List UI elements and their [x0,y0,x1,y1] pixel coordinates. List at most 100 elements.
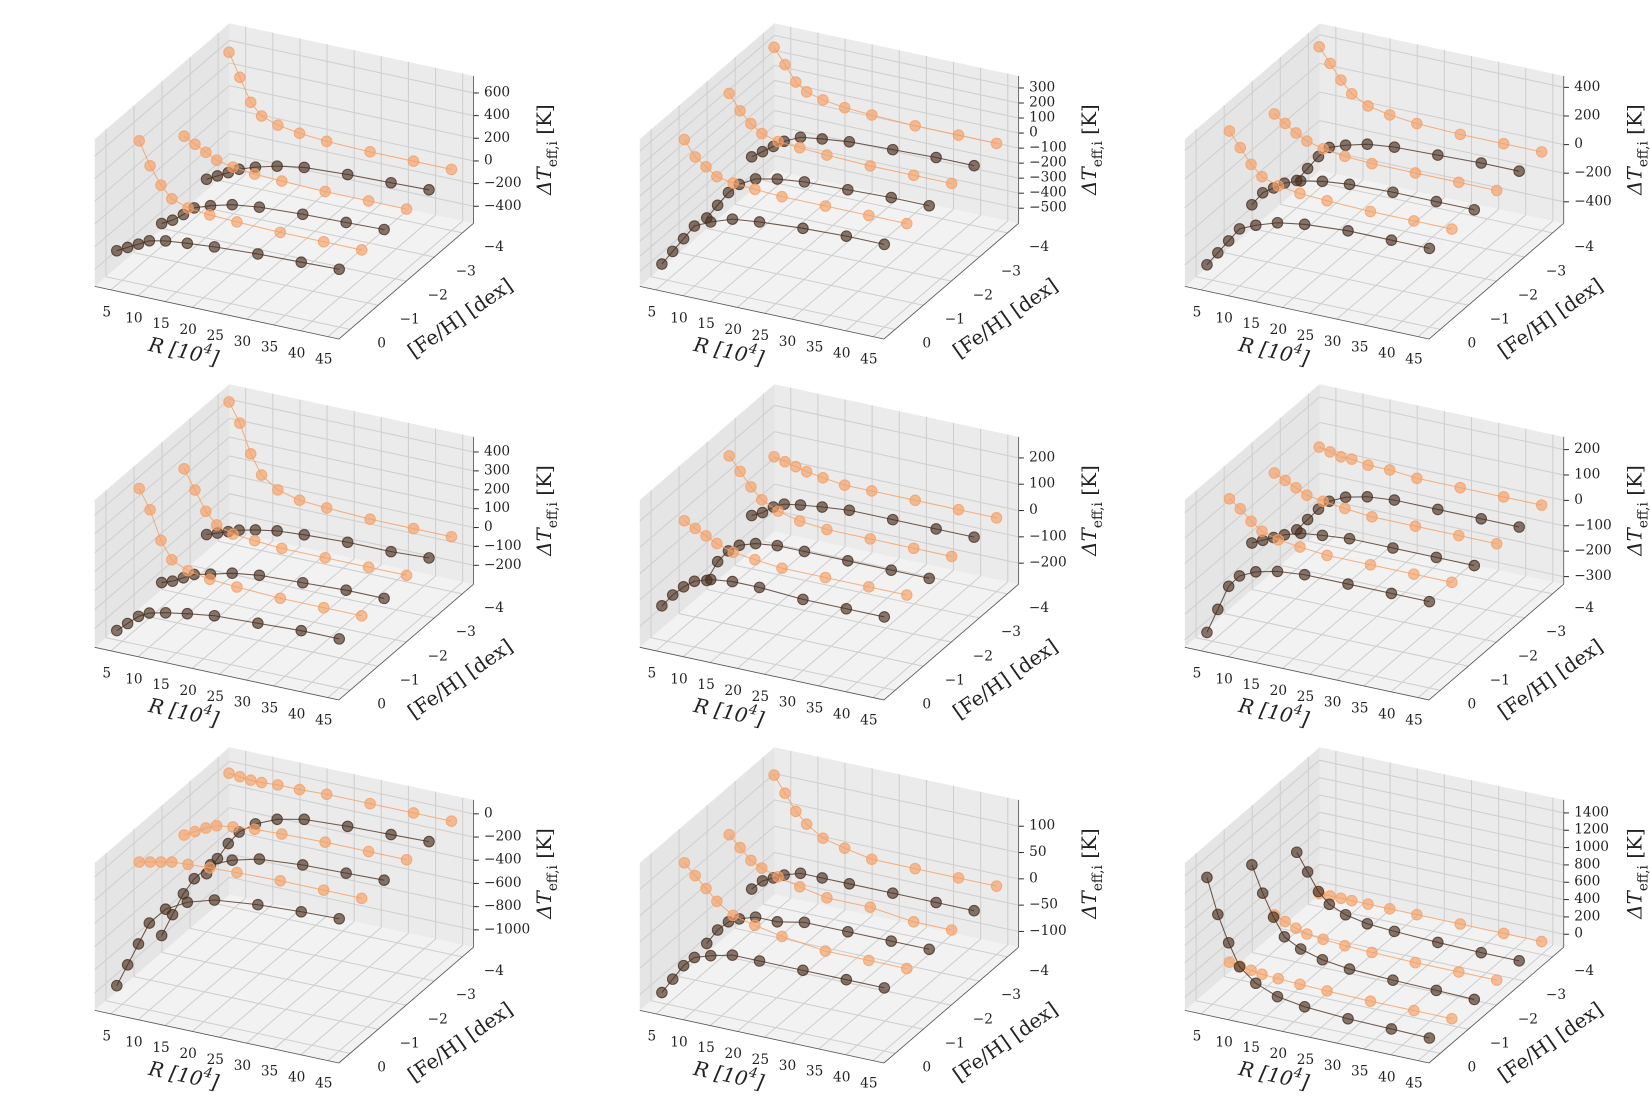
y-tick-label: −3 [456,624,476,640]
data-point [1321,985,1333,997]
data-point [700,160,712,173]
data-point [1446,1012,1458,1025]
grid-line [1184,447,1320,564]
x-label-sup: 4 [1291,1064,1304,1082]
data-point [255,110,268,122]
z-label-base: ΔT [532,526,556,556]
y-tick-label: −1 [945,1035,965,1051]
x-tick-label: 10 [1215,1034,1232,1050]
z-tick-label: 100 [1029,110,1055,126]
grid-line [229,130,474,185]
grid-line [1319,148,1564,203]
grid-line [774,510,1019,564]
series-line [1206,570,1430,633]
data-point [864,901,877,913]
data-point [1411,117,1423,130]
data-point [132,610,145,623]
data-point [1249,566,1262,578]
data-point [797,222,809,235]
data-point [317,601,330,614]
z-tick-label: −50 [1029,897,1058,913]
back-pane [229,23,474,224]
z-label-sub: eff,i [1090,141,1106,168]
data-point [248,534,261,547]
z-tick-label: −300 [1574,568,1612,584]
y-tick-label: −2 [428,1011,448,1027]
data-point [1408,1004,1420,1017]
data-point [182,202,194,214]
data-point [255,776,268,789]
data-point [776,562,788,574]
grid-line [1319,472,1564,527]
x-tick-label: 35 [1351,701,1368,717]
series-line [1274,472,1497,545]
data-point [1245,158,1257,171]
data-point [1313,40,1325,53]
data-point [271,813,283,826]
data-point [793,141,806,154]
data-point [727,909,739,922]
x-tick-label: 35 [1351,340,1368,356]
data-point [1212,908,1224,921]
data-point [1246,198,1258,211]
data-point [1301,866,1314,878]
z-tick-label: 0 [1574,492,1583,508]
data-point [1272,972,1285,985]
back-pane [774,23,1019,224]
data-point [1387,542,1399,554]
axis-line [1184,1009,1430,1064]
data-point [1256,525,1268,538]
data-point [930,151,942,164]
data-point [364,146,376,158]
data-point [1223,956,1236,968]
data-point [181,896,194,909]
grid-line [1195,637,1441,691]
data-point [144,503,156,516]
data-point [772,871,784,883]
x-label-sup: 4 [746,1064,759,1082]
x-tick-label: 45 [860,1075,877,1091]
grid-line [1224,613,1469,667]
series-line [228,52,452,170]
data-point [821,149,833,161]
z-tick-label: −200 [484,557,522,573]
y-axis-label: [Fe/H] [dex] [948,997,1062,1087]
data-point [333,263,346,276]
z-tick-label: 1400 [1574,804,1609,820]
data-point [364,513,376,525]
grid-line [1184,396,1320,514]
grid-line [1319,829,1564,883]
z-axis-label: ΔTeff,i [K] [1077,828,1106,920]
z-tick-label: 100 [1574,466,1600,482]
x-tick-label: 30 [779,334,796,350]
data-point [864,160,877,172]
series-line [161,204,385,231]
y-tick-label: −1 [400,311,420,327]
z-tick-label: 0 [1029,125,1038,141]
data-point [749,553,761,566]
grid-line [94,784,230,901]
y-tick-label: −1 [1490,672,1510,688]
y-axis-label: [Fe/H] [dex] [948,634,1062,724]
z-tick-label: −200 [1029,555,1067,571]
axis-line [94,285,339,340]
x-tick-label: 30 [779,1058,796,1074]
axis-line [639,1009,885,1064]
data-point [1271,990,1284,1003]
data-point [244,774,257,786]
grid-line [639,49,775,167]
data-point [745,509,758,522]
data-point [362,561,375,573]
data-point [1290,846,1303,859]
data-point [293,127,306,140]
data-point [1246,537,1258,549]
data-point [1313,441,1325,453]
x-tick-label: 15 [1243,677,1260,693]
grid-line [1319,811,1564,866]
z-axis-label: ΔTeff,i [K] [532,828,561,920]
grid-line [774,457,1019,512]
x-tick-label: 10 [1215,310,1232,326]
data-point [1256,887,1269,899]
data-point [295,624,308,637]
grid-line [774,404,1019,459]
